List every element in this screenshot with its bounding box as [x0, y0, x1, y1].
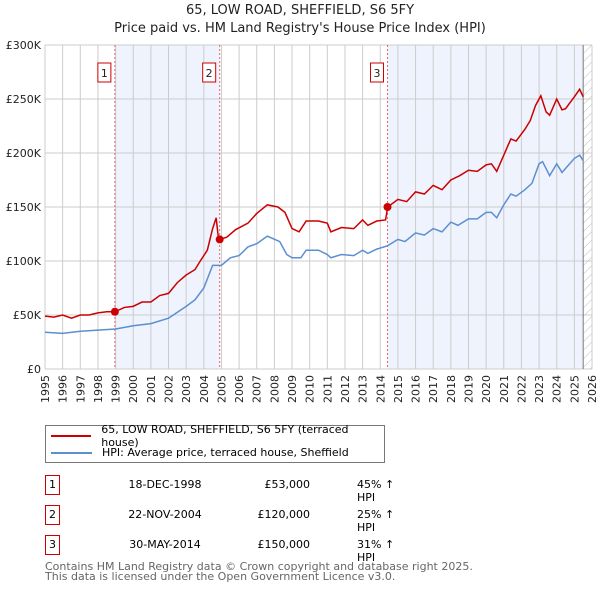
sale-marker-label: 3	[45, 535, 60, 555]
x-tick-label: 2005	[215, 375, 228, 403]
sale-point	[383, 203, 392, 211]
legend-item-hpi: HPI: Average price, terraced house, Shef…	[46, 444, 349, 461]
x-tick-label: 2021	[498, 375, 511, 403]
sale-date: 30-MAY-2014	[129, 538, 201, 551]
sale-marker-label: 3	[373, 67, 380, 80]
sale-marker-label: 1	[45, 475, 60, 495]
legend-swatch-blue	[51, 451, 92, 454]
x-tick-label: 2006	[233, 375, 246, 403]
x-tick-label: 2002	[163, 375, 176, 403]
price-chart: 1995 1996 1997 1998 1999 2000 2001 2002 2003 2004…	[6, 39, 599, 403]
x-tick-label: 2015	[392, 375, 405, 403]
y-tick-label: £0	[27, 363, 41, 376]
x-tick-label: 2023	[533, 375, 546, 403]
x-tick-label: 2010	[304, 375, 317, 403]
sale-marker-box	[97, 62, 112, 83]
x-tick-label: 2020	[480, 375, 493, 403]
x-tick-label: 2004	[198, 375, 211, 403]
x-tick-label: 2018	[445, 375, 458, 403]
x-tick-label: 1999	[110, 375, 123, 403]
x-tick-label: 2009	[286, 375, 299, 403]
y-tick-label: £50K	[13, 309, 42, 322]
y-tick-label: £250K	[6, 93, 42, 106]
chart-subtitle: Price paid vs. HM Land Registry's House …	[114, 21, 486, 36]
x-tick-label: 2025	[568, 375, 581, 403]
series-line	[44, 154, 584, 335]
x-tick-label: 2012	[339, 375, 352, 403]
sale-point	[110, 307, 119, 316]
legend-item-property: 65, LOW ROAD, SHEFFIELD, S6 5FY (terrace…	[46, 423, 384, 449]
x-tick-label: 1996	[57, 375, 70, 403]
series-line	[44, 87, 584, 320]
x-tick-label: 2017	[427, 375, 440, 403]
legend-label: 65, LOW ROAD, SHEFFIELD, S6 5FY (terrace…	[101, 422, 349, 449]
sale-hpi-change: 25% ↑ HPI	[357, 508, 395, 534]
x-tick-label: 2013	[357, 375, 370, 403]
x-tick-label: 2008	[268, 375, 281, 403]
sale-row: 2 22-NOV-2004 £120,000 25% ↑ HPI	[45, 505, 405, 534]
x-tick-label: 2022	[515, 375, 528, 403]
footer-line-2: This data is licensed under the Open Gov…	[45, 570, 396, 583]
x-tick-label: 2019	[462, 375, 475, 403]
x-tick-label: 2016	[410, 375, 423, 403]
sale-price: £120,000	[257, 508, 311, 521]
sale-marker-box	[369, 62, 384, 83]
sale-date: 18-DEC-1998	[128, 478, 202, 491]
legend-label: HPI: Average price, terraced house, Shef…	[102, 446, 349, 459]
sale-marker-label: 2	[45, 505, 60, 525]
x-tick-label: 2003	[180, 375, 193, 403]
sale-marker-label: 1	[101, 67, 108, 80]
x-tick-label: 2011	[321, 375, 334, 403]
sale-marker-label: 2	[206, 67, 213, 80]
x-tick-label: 2024	[551, 375, 564, 403]
sale-row: 1 18-DEC-1998 £53,000 45% ↑ HPI	[45, 475, 405, 504]
sale-price: £150,000	[257, 538, 311, 551]
footer-line-1: Contains HM Land Registry data © Crown c…	[45, 560, 473, 573]
sale-hpi-change: 31% ↑ HPI	[357, 538, 395, 564]
sale-hpi-change: 45% ↑ HPI	[357, 478, 395, 504]
x-tick-label: 2026	[586, 375, 599, 403]
x-tick-label: 1998	[92, 375, 105, 403]
x-tick-label: 1997	[74, 375, 87, 403]
sale-marker-box	[202, 62, 217, 83]
y-tick-label: £150K	[6, 201, 42, 214]
sale-row: 3 30-MAY-2014 £150,000 31% ↑ HPI	[45, 535, 405, 564]
x-tick-label: 2001	[145, 375, 158, 403]
legend: 65, LOW ROAD, SHEFFIELD, S6 5FY (terrace…	[45, 423, 385, 463]
x-tick-label: 1995	[39, 375, 52, 403]
sale-price: £53,000	[264, 478, 311, 491]
y-tick-label: £300K	[6, 39, 42, 52]
sale-point	[215, 235, 224, 244]
y-tick-label: £100K	[6, 255, 42, 268]
chart-title: 65, LOW ROAD, SHEFFIELD, S6 5FY	[185, 3, 415, 18]
y-tick-label: £200K	[6, 147, 42, 160]
legend-swatch-red	[51, 434, 92, 437]
sale-date: 22-NOV-2004	[128, 508, 202, 521]
x-tick-label: 2000	[127, 375, 140, 403]
x-tick-label: 2007	[251, 375, 264, 403]
x-tick-label: 2014	[374, 375, 387, 403]
